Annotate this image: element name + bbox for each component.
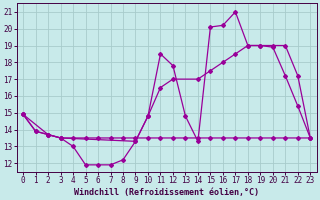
X-axis label: Windchill (Refroidissement éolien,°C): Windchill (Refroidissement éolien,°C) (74, 188, 259, 197)
